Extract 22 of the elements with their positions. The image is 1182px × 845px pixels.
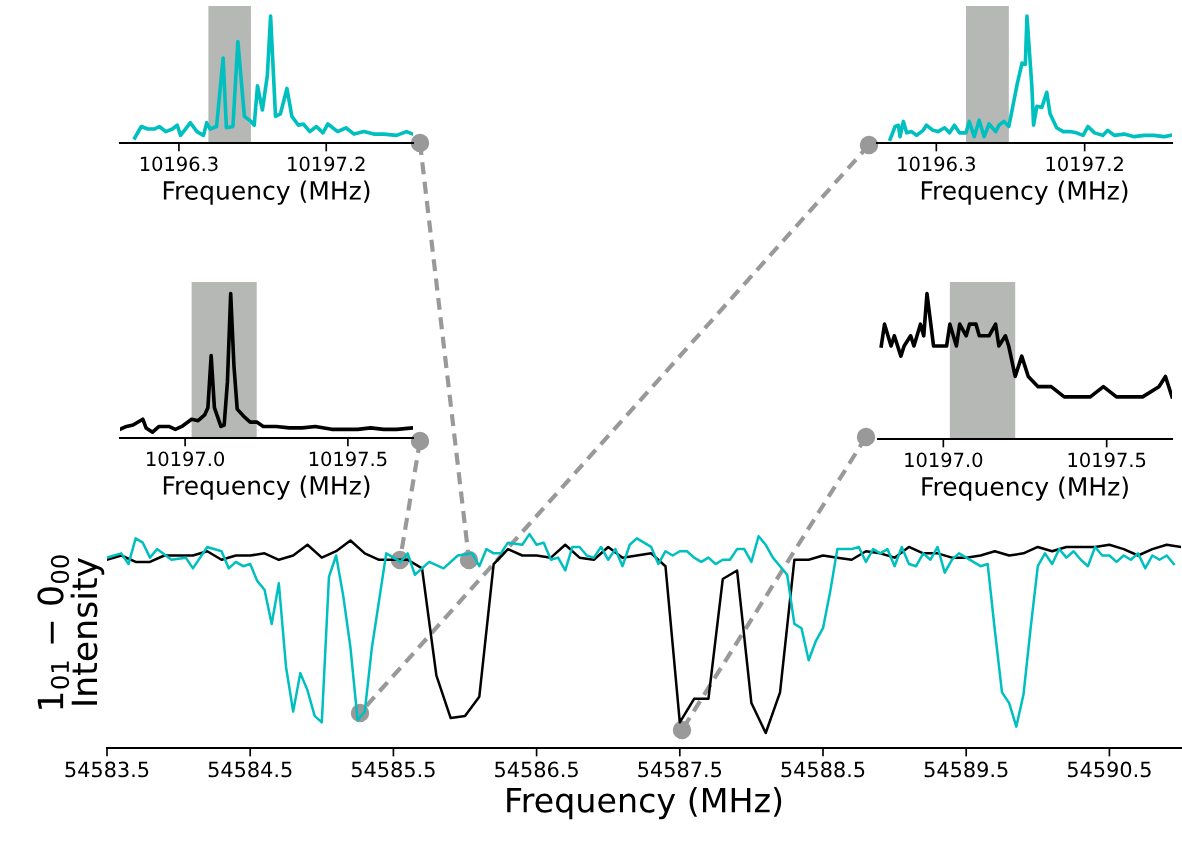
- x-tick-label: 54587.5: [638, 761, 722, 778]
- x-tick-label: 10197.5: [1068, 452, 1146, 468]
- x-tick-label: 10196.3: [898, 156, 975, 172]
- x-axis-title: Frequency (MHz): [163, 475, 370, 500]
- x-tick-label: 10196.3: [140, 156, 218, 172]
- x-tick-label: 10197.0: [147, 451, 225, 467]
- x-tick-label: 10197.2: [288, 156, 365, 172]
- x-tick-label: 54589.5: [924, 761, 1008, 778]
- x-tick-label: 54583.5: [65, 761, 149, 778]
- x-axis-title: Frequency (MHz): [921, 180, 1128, 205]
- y-axis-title: 1$_{01}$ − 0$_{00}$ Intensity: [37, 555, 105, 709]
- x-tick-label: 54590.5: [1067, 761, 1151, 778]
- x-axis-title: Frequency (MHz): [507, 786, 782, 820]
- x-tick-label: 54586.5: [495, 761, 578, 778]
- x-tick-label: 10197.5: [309, 451, 387, 467]
- x-axis-title: Frequency (MHz): [163, 180, 370, 205]
- x-tick-label: 54584.5: [208, 761, 292, 778]
- x-tick-label: 54588.5: [781, 761, 865, 778]
- x-axis-title: Frequency (MHz): [922, 476, 1128, 501]
- x-tick-label: 10197.0: [905, 452, 983, 468]
- x-tick-label: 54585.5: [351, 761, 435, 778]
- x-tick-label: 10197.2: [1046, 156, 1123, 172]
